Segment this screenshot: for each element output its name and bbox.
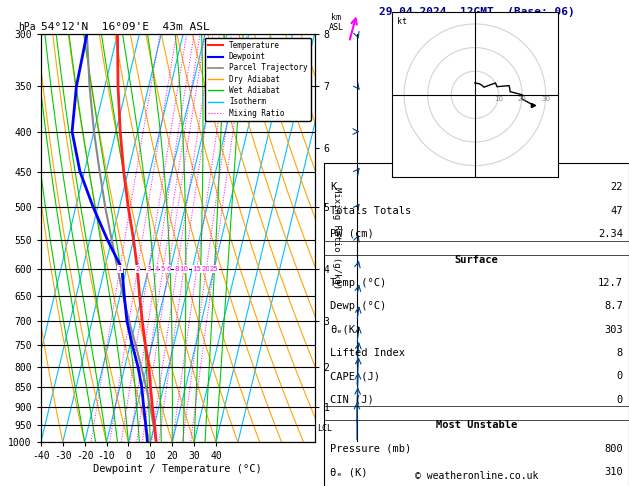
Text: Most Unstable: Most Unstable [436,420,517,431]
Text: 12.7: 12.7 [598,278,623,288]
Text: 800: 800 [604,444,623,454]
Text: 6: 6 [166,266,170,272]
Text: 8: 8 [616,348,623,358]
Text: 10: 10 [494,96,503,102]
Text: 54°12'N  16°09'E  43m ASL: 54°12'N 16°09'E 43m ASL [41,22,209,32]
Text: K: K [330,182,337,192]
Text: 29.04.2024  12GMT  (Base: 06): 29.04.2024 12GMT (Base: 06) [379,7,574,17]
Text: 30: 30 [541,96,550,102]
Text: 3: 3 [146,266,151,272]
Text: kt: kt [397,17,407,26]
Text: Pressure (mb): Pressure (mb) [330,444,411,454]
Text: Temp (°C): Temp (°C) [330,278,386,288]
Text: © weatheronline.co.uk: © weatheronline.co.uk [415,471,538,481]
Text: PW (cm): PW (cm) [330,229,374,239]
Text: 20: 20 [518,96,526,102]
Text: 20: 20 [202,266,211,272]
Text: 22: 22 [610,182,623,192]
Text: 2.34: 2.34 [598,229,623,239]
Text: θₑ (K): θₑ (K) [330,467,367,477]
Text: 8: 8 [175,266,179,272]
Text: 1: 1 [118,266,122,272]
Text: 4: 4 [154,266,159,272]
Text: 0: 0 [616,371,623,382]
Text: 15: 15 [192,266,201,272]
Text: km
ASL: km ASL [329,13,344,32]
X-axis label: Dewpoint / Temperature (°C): Dewpoint / Temperature (°C) [93,464,262,474]
Text: 10: 10 [179,266,188,272]
Text: 2: 2 [135,266,140,272]
Text: Lifted Index: Lifted Index [330,348,405,358]
Legend: Temperature, Dewpoint, Parcel Trajectory, Dry Adiabat, Wet Adiabat, Isotherm, Mi: Temperature, Dewpoint, Parcel Trajectory… [204,38,311,121]
Text: θₑ(K): θₑ(K) [330,325,361,335]
Text: LCL: LCL [317,424,332,433]
Text: 8.7: 8.7 [604,301,623,312]
Text: 25: 25 [209,266,218,272]
Text: 5: 5 [161,266,165,272]
Text: Dewp (°C): Dewp (°C) [330,301,386,312]
Text: 303: 303 [604,325,623,335]
Text: 0: 0 [616,395,623,405]
Text: 310: 310 [604,467,623,477]
Text: Totals Totals: Totals Totals [330,206,411,216]
Text: 47: 47 [610,206,623,216]
Text: Surface: Surface [455,255,498,265]
Text: CAPE (J): CAPE (J) [330,371,380,382]
Y-axis label: Mixing Ratio (g/kg): Mixing Ratio (g/kg) [331,187,340,289]
Text: hPa: hPa [18,22,35,32]
Text: CIN (J): CIN (J) [330,395,374,405]
